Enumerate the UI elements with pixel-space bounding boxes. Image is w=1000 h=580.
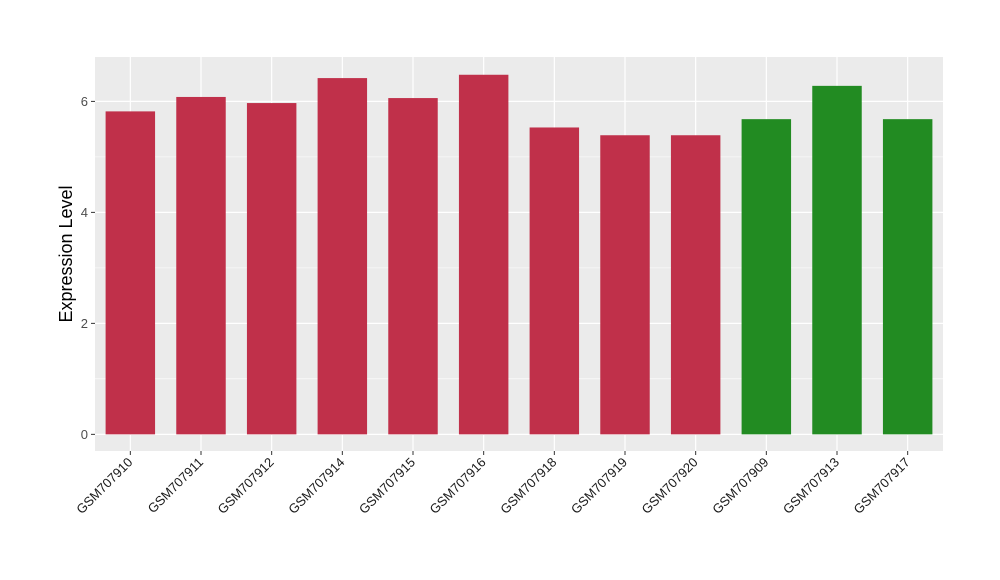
x-tick-label: GSM707914 <box>285 455 347 517</box>
bar-GSM707912 <box>246 103 297 435</box>
x-tick-label: GSM707912 <box>215 455 277 517</box>
x-tick-label: GSM707909 <box>709 455 771 517</box>
x-axis: GSM707910 GSM707911 GSM707912 GSM707914 GSM7… <box>73 451 913 517</box>
bar-GSM707916 <box>458 74 509 435</box>
y-tick-label: 2 <box>81 316 88 331</box>
bar-GSM707913 <box>812 85 862 435</box>
x-tick-label: GSM707918 <box>497 455 559 517</box>
bar-GSM707914 <box>317 78 368 435</box>
bar-GSM707911 <box>176 96 226 435</box>
y-axis-title: Expression Level <box>56 185 76 322</box>
x-tick-label: GSM707917 <box>851 455 913 517</box>
y-tick-label: 6 <box>81 94 88 109</box>
x-tick-label: GSM707920 <box>639 455 701 517</box>
x-tick-label: GSM707911 <box>145 455 207 517</box>
bar-GSM707917 <box>882 119 933 435</box>
bars <box>105 74 933 435</box>
x-tick-label: GSM707916 <box>427 455 489 517</box>
bar-GSM707915 <box>388 98 438 435</box>
x-tick-label: GSM707913 <box>780 455 842 517</box>
x-tick-label: GSM707919 <box>568 455 630 517</box>
y-tick-label: 0 <box>81 427 88 442</box>
bar-GSM707919 <box>600 135 650 435</box>
bar-GSM707910 <box>105 111 156 435</box>
y-axis: 0 2 4 6 <box>81 94 95 442</box>
bar-GSM707918 <box>529 127 580 435</box>
bar-GSM707920 <box>670 135 721 435</box>
x-tick-label: GSM707910 <box>73 455 135 517</box>
plot-panel <box>95 57 943 451</box>
bar-GSM707909 <box>741 119 792 435</box>
x-tick-label: GSM707915 <box>356 455 418 517</box>
y-tick-label: 4 <box>81 205 88 220</box>
